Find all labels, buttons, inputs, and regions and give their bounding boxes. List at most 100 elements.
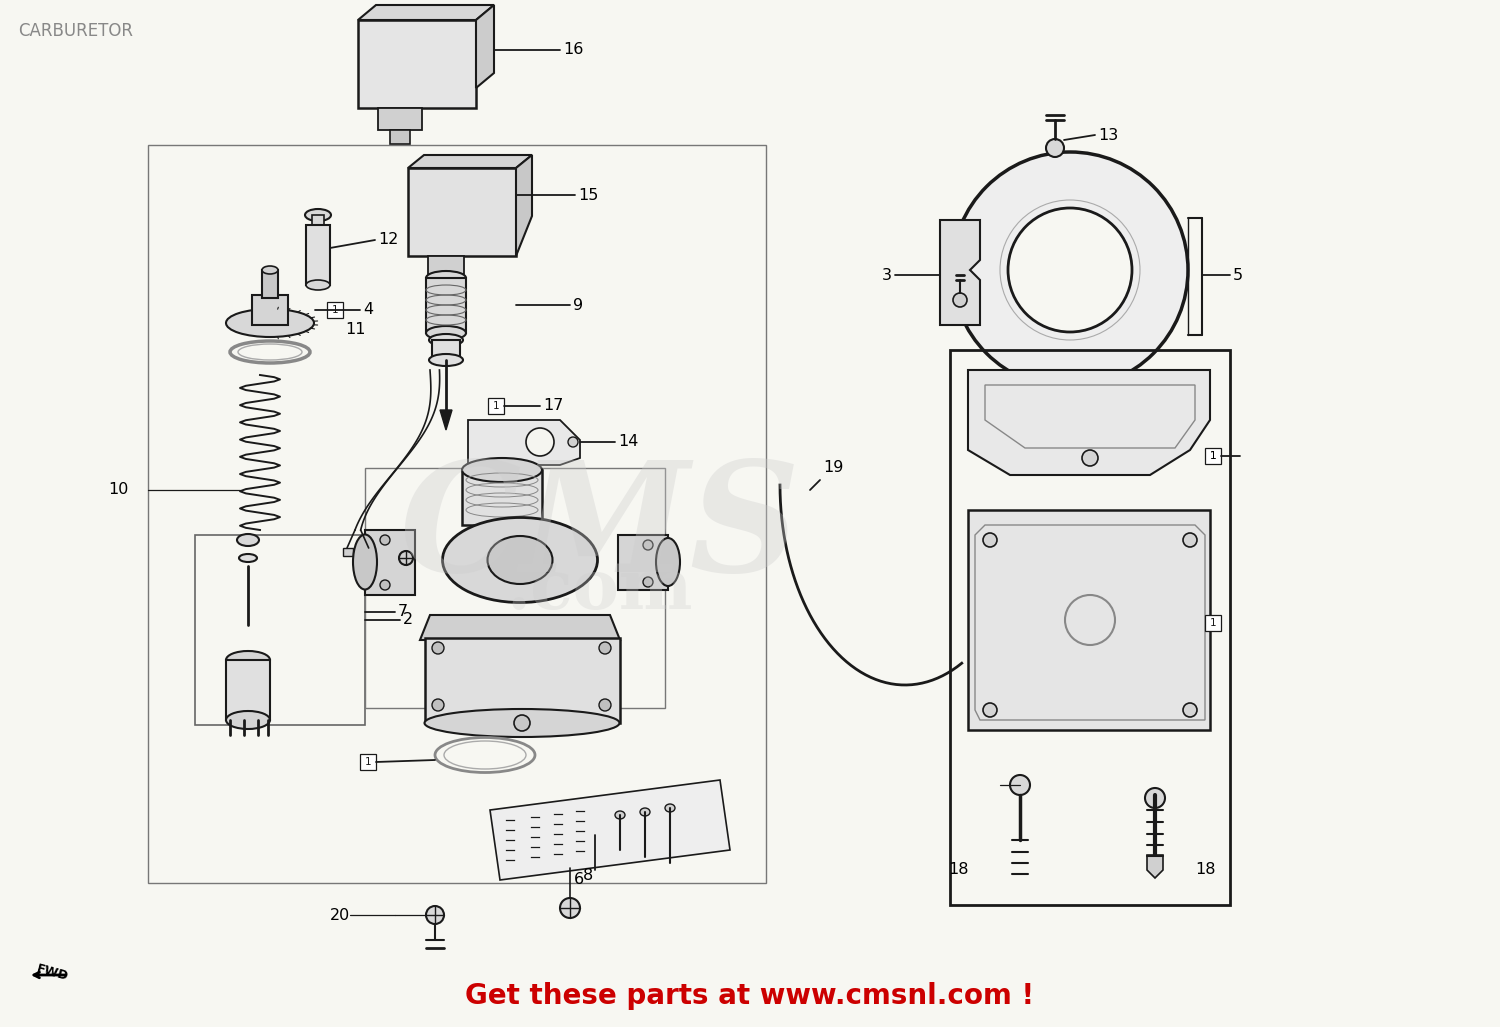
Polygon shape bbox=[408, 155, 532, 168]
Circle shape bbox=[1144, 788, 1166, 808]
Ellipse shape bbox=[226, 711, 270, 729]
Text: FWD: FWD bbox=[34, 962, 70, 983]
Text: 20: 20 bbox=[330, 908, 350, 922]
Circle shape bbox=[380, 535, 390, 545]
Text: 14: 14 bbox=[618, 434, 639, 450]
Text: .com: .com bbox=[507, 557, 693, 623]
Text: Get these parts at www.cmsnl.com !: Get these parts at www.cmsnl.com ! bbox=[465, 982, 1035, 1010]
Circle shape bbox=[952, 293, 968, 307]
Bar bbox=[364, 468, 664, 708]
Bar bbox=[312, 215, 324, 225]
Circle shape bbox=[644, 540, 652, 550]
Polygon shape bbox=[968, 370, 1210, 476]
Bar bbox=[344, 548, 352, 556]
Ellipse shape bbox=[664, 804, 675, 812]
Text: 18: 18 bbox=[948, 863, 969, 877]
Ellipse shape bbox=[429, 334, 464, 346]
Text: 7: 7 bbox=[398, 605, 408, 619]
Circle shape bbox=[952, 152, 1188, 388]
Ellipse shape bbox=[237, 534, 260, 546]
Polygon shape bbox=[440, 410, 452, 430]
Text: 1: 1 bbox=[1209, 451, 1216, 461]
Ellipse shape bbox=[424, 709, 620, 737]
Bar bbox=[262, 270, 278, 298]
Text: 11: 11 bbox=[345, 322, 366, 338]
Circle shape bbox=[982, 703, 998, 717]
Ellipse shape bbox=[615, 811, 626, 819]
Polygon shape bbox=[940, 220, 980, 325]
Bar bbox=[390, 130, 410, 144]
Ellipse shape bbox=[488, 536, 552, 584]
Ellipse shape bbox=[426, 326, 466, 340]
Circle shape bbox=[399, 551, 412, 565]
Polygon shape bbox=[618, 535, 668, 589]
Text: 3: 3 bbox=[882, 267, 892, 282]
Bar bbox=[488, 398, 504, 414]
Text: 10: 10 bbox=[108, 483, 129, 497]
Bar bbox=[306, 225, 330, 286]
Ellipse shape bbox=[640, 808, 650, 816]
Text: 1: 1 bbox=[1209, 451, 1216, 461]
Ellipse shape bbox=[656, 538, 680, 586]
Bar bbox=[358, 20, 476, 108]
Polygon shape bbox=[1148, 855, 1162, 878]
Bar bbox=[360, 754, 376, 770]
Text: 4: 4 bbox=[363, 303, 374, 317]
Bar bbox=[195, 535, 364, 725]
Text: 5: 5 bbox=[1233, 267, 1244, 282]
Ellipse shape bbox=[238, 554, 256, 562]
Polygon shape bbox=[364, 530, 416, 595]
Text: 19: 19 bbox=[824, 460, 843, 476]
Circle shape bbox=[1082, 450, 1098, 466]
Text: 15: 15 bbox=[578, 188, 598, 202]
Ellipse shape bbox=[226, 309, 314, 337]
Bar bbox=[378, 108, 422, 130]
Bar bbox=[226, 660, 270, 720]
Circle shape bbox=[598, 699, 610, 711]
Bar bbox=[950, 350, 1230, 905]
Polygon shape bbox=[516, 155, 532, 256]
Bar bbox=[424, 638, 620, 723]
Circle shape bbox=[1010, 775, 1031, 795]
Circle shape bbox=[644, 577, 652, 587]
Circle shape bbox=[1184, 533, 1197, 547]
Text: 12: 12 bbox=[378, 232, 399, 248]
Ellipse shape bbox=[462, 458, 542, 482]
Text: 1: 1 bbox=[1209, 618, 1216, 627]
Text: CARBURETOR: CARBURETOR bbox=[18, 22, 134, 40]
Polygon shape bbox=[420, 615, 620, 640]
Bar bbox=[327, 302, 344, 318]
Circle shape bbox=[432, 642, 444, 654]
Bar bbox=[148, 145, 766, 883]
Circle shape bbox=[380, 580, 390, 589]
Ellipse shape bbox=[426, 271, 466, 286]
Circle shape bbox=[514, 715, 529, 731]
Bar bbox=[427, 256, 464, 274]
Bar bbox=[362, 548, 372, 556]
Ellipse shape bbox=[352, 534, 376, 589]
Circle shape bbox=[526, 428, 554, 456]
Text: 9: 9 bbox=[573, 298, 584, 312]
Text: 8: 8 bbox=[584, 868, 592, 882]
Bar bbox=[432, 340, 460, 360]
Circle shape bbox=[426, 906, 444, 924]
Text: 13: 13 bbox=[1098, 127, 1118, 143]
Ellipse shape bbox=[442, 518, 597, 603]
Ellipse shape bbox=[306, 280, 330, 290]
Text: 6: 6 bbox=[574, 873, 584, 887]
Text: CMS: CMS bbox=[399, 456, 801, 605]
Text: 16: 16 bbox=[562, 42, 584, 58]
Bar bbox=[462, 470, 542, 525]
Circle shape bbox=[568, 438, 578, 447]
Text: 1: 1 bbox=[332, 305, 339, 315]
Polygon shape bbox=[358, 5, 494, 20]
Polygon shape bbox=[476, 5, 494, 88]
Circle shape bbox=[432, 699, 444, 711]
Bar bbox=[1204, 448, 1221, 464]
Circle shape bbox=[560, 898, 580, 918]
Text: 18: 18 bbox=[1196, 863, 1215, 877]
Polygon shape bbox=[468, 420, 580, 465]
Circle shape bbox=[1008, 208, 1132, 332]
Ellipse shape bbox=[429, 354, 464, 366]
Circle shape bbox=[1184, 703, 1197, 717]
